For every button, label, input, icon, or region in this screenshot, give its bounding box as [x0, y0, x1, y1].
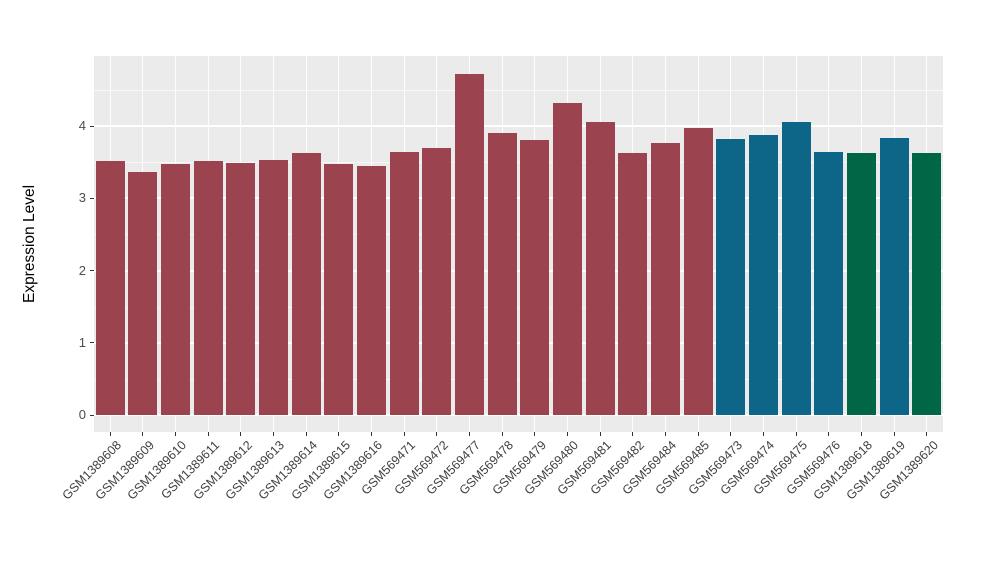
x-tick [501, 432, 503, 436]
gridline-major [94, 414, 943, 416]
bar-GSM1389609 [128, 171, 158, 415]
gridline-major [94, 341, 943, 344]
y-tick [90, 270, 94, 271]
gridline-minor [94, 89, 943, 91]
x-tick [730, 432, 732, 436]
x-tick [469, 432, 471, 436]
x-tick [436, 432, 438, 436]
bar-GSM1389614 [291, 152, 321, 415]
bar-GSM1389611 [193, 160, 223, 415]
y-tick-label: 2 [78, 262, 86, 278]
bar-GSM569476 [814, 152, 844, 415]
x-tick [893, 432, 895, 436]
bar-GSM569472 [422, 147, 452, 415]
x-tick [697, 432, 699, 436]
x-tick [240, 432, 242, 436]
x-tick [762, 432, 764, 436]
x-tick [273, 432, 275, 436]
gridline-minor [94, 306, 943, 308]
bar-GSM1389620 [912, 152, 942, 415]
y-tick-label: 3 [78, 190, 86, 206]
gridline-minor [94, 234, 943, 236]
bar-GSM1389615 [324, 164, 354, 415]
y-tick [90, 197, 94, 199]
y-tick [90, 125, 94, 127]
bar-GSM569477 [455, 73, 485, 415]
bar-GSM1389608 [95, 160, 125, 415]
x-tick [860, 432, 862, 436]
bar-GSM569473 [716, 139, 746, 415]
gridline-major [94, 197, 943, 200]
x-tick-label: GSM1389620 [876, 438, 941, 503]
bar-GSM569471 [389, 152, 419, 415]
bar-GSM1389613 [259, 159, 289, 415]
bar-GSM569481 [585, 121, 615, 415]
bar-GSM569474 [748, 134, 778, 415]
x-tick [599, 432, 601, 436]
x-tick [828, 432, 830, 436]
bar-GSM569475 [781, 121, 811, 415]
x-tick [632, 432, 634, 436]
gridline-minor [94, 378, 943, 380]
plot-panel [94, 56, 943, 432]
bar-GSM569479 [520, 140, 550, 415]
bar-GSM1389616 [357, 166, 387, 415]
x-tick [338, 432, 340, 436]
x-tick [534, 432, 536, 436]
x-tick [142, 432, 144, 436]
x-tick [795, 432, 797, 436]
x-tick [926, 432, 928, 436]
bar-GSM569478 [487, 132, 517, 415]
bar-GSM1389619 [879, 137, 909, 415]
bar-GSM569482 [618, 153, 648, 415]
bar-GSM1389612 [226, 162, 256, 415]
x-tick [175, 432, 177, 436]
y-tick [90, 342, 94, 344]
x-tick [664, 432, 666, 436]
x-tick [371, 432, 373, 436]
gridline-major [94, 269, 943, 272]
y-tick-label: 4 [78, 118, 86, 133]
bar-GSM569484 [650, 142, 680, 415]
x-tick [207, 432, 209, 436]
y-tick-label: 1 [78, 334, 86, 350]
x-tick [403, 432, 405, 436]
bar-GSM1389610 [161, 164, 191, 415]
x-tick [109, 432, 111, 436]
bar-GSM569485 [683, 128, 713, 415]
gridline-major [94, 125, 943, 127]
y-tick-label: 0 [78, 407, 86, 422]
y-tick [90, 414, 94, 416]
x-tick [305, 432, 307, 436]
bar-GSM569480 [552, 102, 582, 415]
gridline-minor [94, 162, 943, 164]
x-tick [566, 432, 568, 436]
bar-GSM1389618 [846, 152, 876, 415]
